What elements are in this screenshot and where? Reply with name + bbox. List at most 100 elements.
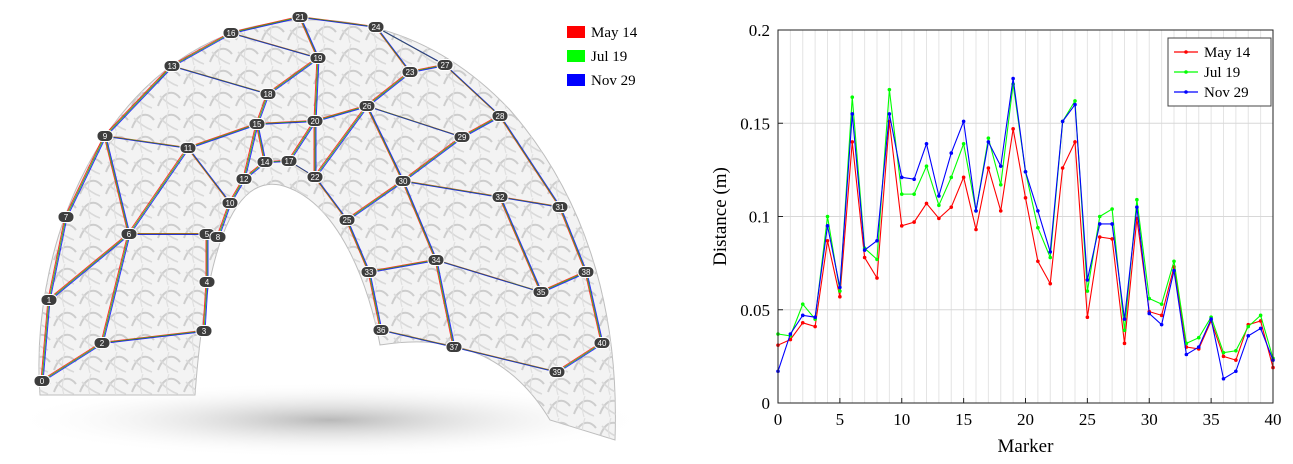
data-point (1073, 140, 1077, 144)
data-point (1196, 335, 1201, 340)
marker-badge-shape (163, 60, 181, 72)
marker-badge-shape (235, 173, 253, 185)
data-point (899, 175, 904, 180)
measurement-edge (560, 207, 588, 273)
measurement-edge (64, 135, 105, 217)
data-point (1147, 296, 1152, 301)
marker-badge-shape (209, 231, 227, 243)
data-point (1221, 354, 1226, 359)
marker-badge: 26 (358, 100, 376, 112)
data-point (875, 276, 879, 280)
chart-legend-label: Jul 19 (1204, 65, 1240, 81)
shell-tessellation (38, 19, 616, 441)
marker-badge: 11 (179, 142, 197, 154)
data-point (1122, 341, 1127, 346)
data-point (974, 227, 978, 232)
measurement-edge-core (499, 115, 561, 208)
data-point (1159, 313, 1164, 318)
marker-badge: 34 (427, 254, 445, 266)
measurement-edge (436, 260, 456, 348)
marker-badge-shape (33, 375, 51, 387)
marker-badge: 23 (401, 66, 419, 78)
data-point (1110, 222, 1114, 226)
measurement-edge (586, 272, 604, 344)
marker-label: 11 (184, 144, 193, 153)
measurement-edge-core (314, 105, 368, 178)
measurement-edge-core (65, 135, 106, 218)
marker-label: 19 (314, 54, 323, 63)
measurement-edge-core (444, 64, 501, 117)
marker-badge: 36 (372, 324, 390, 336)
measurement-edge (186, 123, 257, 148)
marker-badge: 33 (360, 266, 378, 278)
marker-badge: 13 (163, 60, 181, 72)
measurement-edge (445, 65, 502, 117)
x-tick-label: 35 (1203, 410, 1220, 429)
marker-badge: 27 (436, 59, 454, 71)
marker-label: 30 (399, 177, 408, 186)
chart-ticks: 0 5 10 15 20 25 30 35 40 0 0.05 0.1 0.15 0.2 (740, 21, 1281, 429)
marker-badge-shape (360, 266, 378, 278)
marker-badge: 18 (259, 88, 277, 100)
marker-label: 4 (205, 278, 210, 287)
measurement-edge (367, 72, 412, 107)
marker-badge-shape (259, 88, 277, 100)
marker-label: 21 (296, 13, 305, 22)
measurement-edge-core (288, 120, 316, 162)
data-point (1110, 237, 1114, 241)
measurement-edge-core (104, 135, 189, 149)
legend-label-jul: Jul 19 (591, 49, 627, 65)
data-point (937, 216, 941, 221)
marker-badge-shape (96, 130, 114, 142)
measurement-edge (100, 233, 129, 343)
marker-badge: 25 (338, 214, 356, 226)
data-point (961, 175, 966, 180)
data-point (924, 141, 929, 146)
measurement-edge-core (499, 196, 561, 208)
measurement-edge-core (41, 299, 50, 382)
marker-badge: 14 (256, 156, 274, 168)
marker-badge: 6 (120, 228, 138, 240)
y-axis-label: Distance (m) (710, 167, 731, 266)
y-tick-label: 0.1 (749, 208, 770, 227)
marker-badge-shape (593, 337, 611, 349)
measurement-edge-core (366, 71, 411, 107)
data-point (1147, 311, 1152, 316)
measurement-edge (255, 120, 315, 124)
marker-badge: 32 (491, 191, 509, 203)
marker-badge-shape (93, 337, 111, 349)
measurement-edge (47, 216, 66, 300)
shell-render: 0 1 2 3 4 5 6 7 8 9 10 11 12 13 14 15 16 17 18 19 20 21 22 23 24… (10, 11, 650, 458)
marker-badge-shape (453, 131, 471, 143)
data-point (1060, 166, 1065, 170)
data-point (912, 220, 916, 224)
measurement-edge (266, 57, 318, 94)
measurement-edge (347, 220, 371, 273)
data-point (1097, 214, 1102, 219)
data-point (850, 95, 855, 99)
measurement-edge-core (499, 196, 542, 293)
marker-badge: 17 (280, 155, 298, 167)
measurement-edge (202, 281, 207, 331)
measurement-edge-core (346, 219, 370, 273)
measurement-edge (40, 299, 49, 381)
measurement-edge (102, 234, 131, 344)
marker-label: 37 (450, 343, 459, 352)
marker-label: 31 (556, 203, 565, 212)
measurement-edge (40, 342, 102, 381)
x-tick-label: 20 (1017, 410, 1034, 429)
data-point (1135, 205, 1139, 209)
data-point (800, 313, 805, 318)
chart-legend-marker (1184, 70, 1188, 74)
data-point (825, 224, 830, 228)
marker-label: 23 (406, 68, 415, 77)
marker-label: 5 (205, 230, 210, 239)
measurement-edge-core (256, 123, 266, 163)
marker-label: 10 (226, 199, 235, 208)
measurement-edge (103, 135, 129, 234)
marker-badge-shape (548, 366, 566, 378)
marker-badge: 4 (198, 276, 216, 288)
measurement-edge (313, 57, 318, 121)
data-point (1011, 127, 1015, 131)
marker-badge-shape (358, 100, 376, 112)
